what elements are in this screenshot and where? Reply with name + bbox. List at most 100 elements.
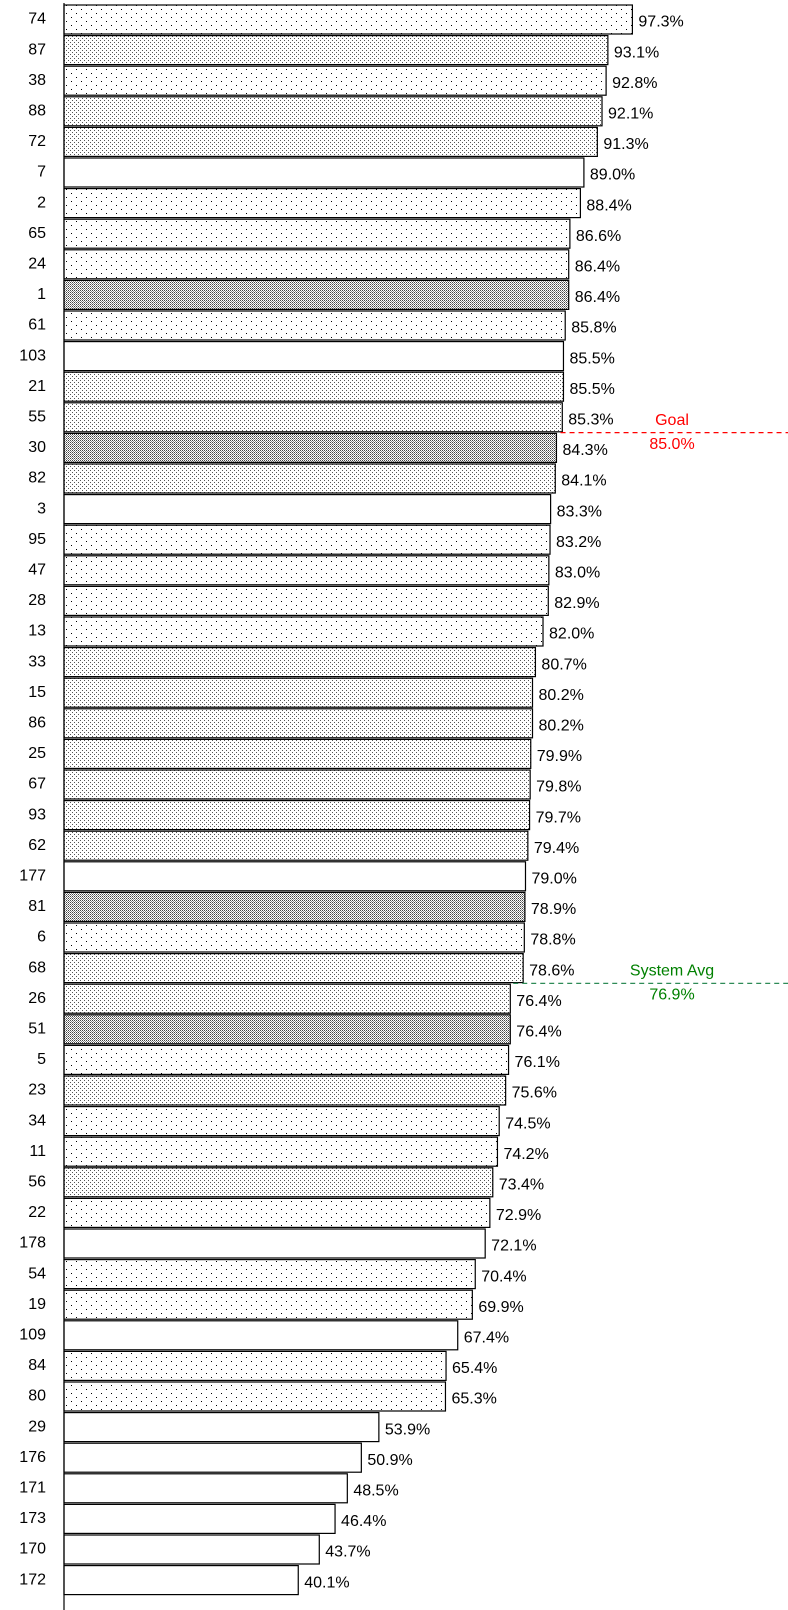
- value-label: 84.3%: [562, 442, 607, 459]
- y-tick-label: 47: [28, 562, 46, 579]
- bar: [63, 1136, 499, 1167]
- value-label: 83.3%: [557, 503, 602, 520]
- value-label: 83.0%: [555, 565, 600, 582]
- bar: [63, 585, 549, 617]
- value-label: 85.3%: [568, 412, 613, 429]
- value-label: 80.2%: [539, 718, 584, 735]
- bar: [63, 861, 527, 892]
- value-label: 53.9%: [385, 1421, 430, 1438]
- y-tick-label: 15: [28, 684, 46, 701]
- value-label: 91.3%: [603, 136, 648, 153]
- value-label: 72.9%: [496, 1207, 541, 1224]
- bar: [63, 432, 558, 463]
- bar: [63, 524, 551, 555]
- y-tick-label: 34: [28, 1112, 46, 1129]
- y-tick-label: 93: [28, 806, 46, 823]
- reference-label: Goal: [655, 412, 689, 429]
- y-tick-label: 21: [28, 378, 46, 395]
- y-tick-label: 81: [28, 898, 46, 915]
- y-tick-label: 38: [28, 72, 46, 89]
- value-label: 69.9%: [478, 1299, 523, 1316]
- value-label: 76.4%: [516, 993, 561, 1010]
- value-label: 79.4%: [534, 840, 579, 857]
- bar: [63, 1411, 380, 1443]
- bar: [63, 126, 598, 158]
- value-label: 89.0%: [590, 167, 635, 184]
- bar: [63, 1014, 511, 1045]
- bar: [63, 279, 570, 310]
- value-label: 78.9%: [531, 901, 576, 918]
- value-label: 80.2%: [539, 687, 584, 704]
- bar: [63, 1105, 500, 1137]
- value-label: 43.7%: [325, 1544, 370, 1561]
- bar: [63, 646, 537, 678]
- value-label: 65.4%: [452, 1360, 497, 1377]
- bar: [63, 218, 571, 249]
- bar: [63, 1473, 348, 1504]
- y-tick-label: 7: [37, 164, 46, 181]
- y-tick-label: 65: [28, 225, 46, 242]
- bar: [63, 463, 556, 494]
- value-label: 79.7%: [536, 809, 581, 826]
- y-tick-label: 6: [37, 929, 46, 946]
- y-tick-label: 26: [28, 990, 46, 1007]
- bar: [63, 1197, 491, 1229]
- y-tick-label: 177: [19, 868, 46, 885]
- y-tick-label: 176: [19, 1449, 46, 1466]
- value-label: 74.5%: [505, 1115, 550, 1132]
- bar: [63, 1258, 476, 1290]
- value-label: 79.0%: [531, 871, 576, 888]
- y-tick-label: 173: [19, 1510, 46, 1527]
- value-label: 70.4%: [481, 1268, 526, 1285]
- y-tick-label: 171: [19, 1480, 46, 1497]
- value-label: 40.1%: [304, 1574, 349, 1591]
- value-label: 93.1%: [614, 44, 659, 61]
- reference-value: 76.9%: [649, 987, 694, 1004]
- reference-label: System Avg: [630, 963, 714, 980]
- bar: [63, 1075, 507, 1106]
- y-tick-label: 88: [28, 103, 46, 120]
- bar: [63, 1503, 336, 1535]
- bar: [63, 738, 532, 770]
- bar: [63, 310, 566, 341]
- y-tick-label: 55: [28, 409, 46, 426]
- value-label: 82.0%: [549, 626, 594, 643]
- y-tick-label: 172: [19, 1571, 46, 1588]
- bar: [63, 96, 603, 127]
- y-tick-label: 23: [28, 1082, 46, 1099]
- value-label: 78.8%: [530, 932, 575, 949]
- value-label: 46.4%: [341, 1513, 386, 1530]
- y-tick-label: 74: [28, 11, 46, 28]
- value-label: 85.5%: [569, 350, 614, 367]
- y-tick-label: 62: [28, 837, 46, 854]
- bar: [63, 188, 582, 219]
- bar: [63, 830, 529, 861]
- bar: [63, 494, 552, 525]
- reference-value: 85.0%: [649, 436, 694, 453]
- bar: [63, 65, 607, 96]
- y-tick-label: 3: [37, 500, 46, 517]
- bar: [63, 371, 565, 402]
- value-label: 86.4%: [575, 289, 620, 306]
- y-tick-label: 33: [28, 653, 46, 670]
- y-tick-label: 84: [28, 1357, 46, 1374]
- bar: [63, 983, 511, 1014]
- y-tick-label: 5: [37, 1051, 46, 1068]
- bar: [63, 1289, 473, 1320]
- y-tick-label: 1: [37, 286, 46, 303]
- y-tick-label: 13: [28, 623, 46, 640]
- y-tick-label: 56: [28, 1174, 46, 1191]
- bar: [63, 1534, 320, 1565]
- value-label: 97.3%: [638, 14, 683, 31]
- value-label: 85.8%: [571, 320, 616, 337]
- bar: [63, 799, 531, 831]
- bar: [63, 922, 525, 953]
- y-tick-label: 30: [28, 439, 46, 456]
- value-label: 92.8%: [612, 75, 657, 92]
- bar: [63, 157, 585, 188]
- bar: [63, 34, 609, 66]
- bar: [63, 891, 526, 923]
- y-tick-label: 51: [28, 1021, 46, 1038]
- y-tick-label: 109: [19, 1327, 46, 1344]
- y-tick-label: 67: [28, 776, 46, 793]
